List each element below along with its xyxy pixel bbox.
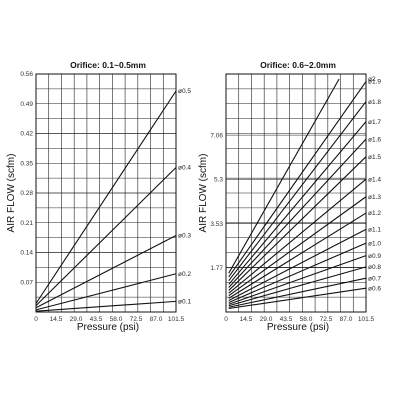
y-axis-title: AIR FLOW (scfm) [6, 154, 17, 233]
series-label: ø0.9 [368, 253, 381, 260]
x-tick-label: 29.0 [260, 316, 273, 323]
series-label: ø1.9 [368, 79, 381, 86]
series-label: ø1.5 [368, 154, 381, 161]
x-tick-label: 29.0 [70, 316, 83, 323]
series-label: ø0.1 [178, 299, 191, 306]
x-tick-label: 43.5 [90, 316, 103, 323]
chart-panel-large-orifice: Orifice: 0.6~2.0mm AIR FLOW (scfm) Pressur… [198, 60, 381, 333]
x-tick-label: 58.0 [110, 316, 123, 323]
y-tick-label: 0.07 [20, 279, 33, 286]
x-tick-label: 14.5 [240, 316, 253, 323]
series-line [228, 101, 367, 282]
plot-frame [225, 73, 367, 313]
x-tick-label: 72.5 [320, 316, 333, 323]
series-label: ø0.5 [178, 88, 191, 95]
y-tick-label: 0.42 [20, 131, 33, 138]
series-label: ø0.8 [368, 264, 381, 271]
plot-frame [35, 73, 177, 313]
series-line [228, 178, 367, 294]
series-line [228, 212, 367, 299]
series-label: ø0.3 [178, 233, 191, 240]
x-tick-label: 87.0 [340, 316, 353, 323]
x-tick-label: 101.5 [168, 316, 185, 323]
y-tick-label: 7.06 [210, 132, 223, 139]
series-label: ø1.4 [368, 176, 381, 183]
y-tick-label: 1.77 [210, 265, 223, 272]
y-tick-label: 0.56 [20, 71, 33, 78]
x-tick-label: 101.5 [358, 316, 375, 323]
series-line [35, 300, 177, 312]
series-label: ø1.8 [368, 99, 381, 106]
series-label: ø1.0 [368, 240, 381, 247]
x-axis-title: Pressure (psi) [267, 322, 329, 333]
series-label: ø0.2 [178, 271, 191, 278]
y-tick-label: 0.28 [20, 190, 33, 197]
series-line [228, 228, 367, 301]
series-line [228, 287, 367, 310]
series-line [35, 90, 177, 304]
x-tick-label: 87.0 [150, 316, 163, 323]
x-tick-label: 0 [34, 316, 38, 323]
y-tick-label: 3.53 [210, 221, 223, 228]
y-tick-label: 0.49 [20, 101, 33, 108]
series-label: ø1.6 [368, 136, 381, 143]
series-line [228, 78, 340, 274]
series-line [228, 156, 367, 291]
series-line [228, 266, 367, 307]
series-label: ø1.2 [368, 210, 381, 217]
y-tick-label: 0.21 [20, 220, 33, 227]
x-tick-label: 43.5 [280, 316, 293, 323]
series-line [35, 235, 177, 309]
chart-title: Orifice: 0.6~2.0mm [260, 60, 336, 70]
series-label: ø2 [368, 76, 376, 83]
series-line [228, 277, 367, 308]
series-line [228, 255, 367, 305]
series-label: ø1.7 [368, 119, 381, 126]
series-line [35, 273, 177, 311]
y-tick-label: 0.14 [20, 250, 33, 257]
series-line [228, 196, 367, 297]
x-tick-label: 0 [224, 316, 228, 323]
chart-title: Orifice: 0.1~0.5mm [70, 60, 146, 70]
series-label: ø0.4 [178, 165, 191, 172]
series-line [228, 81, 367, 278]
series-label: ø0.6 [368, 285, 381, 292]
y-axis-title: AIR FLOW (scfm) [198, 154, 209, 233]
y-tick-label: 0.35 [20, 160, 33, 167]
series-label: ø1.1 [368, 227, 381, 234]
x-tick-label: 58.0 [300, 316, 313, 323]
x-axis-title: Pressure (psi) [77, 322, 139, 333]
chart-panel-small-orifice: Orifice: 0.1~0.5mm AIR FLOW (scfm) Pressur… [6, 60, 191, 333]
series-label: ø0.7 [368, 275, 381, 282]
series-label: ø1.3 [368, 194, 381, 201]
y-tick-label: 5.3 [214, 176, 223, 183]
series-line [228, 242, 367, 303]
x-tick-label: 72.5 [130, 316, 143, 323]
x-tick-label: 14.5 [50, 316, 63, 323]
series-line [228, 138, 367, 288]
series-line [35, 167, 177, 307]
series-line [228, 121, 367, 285]
